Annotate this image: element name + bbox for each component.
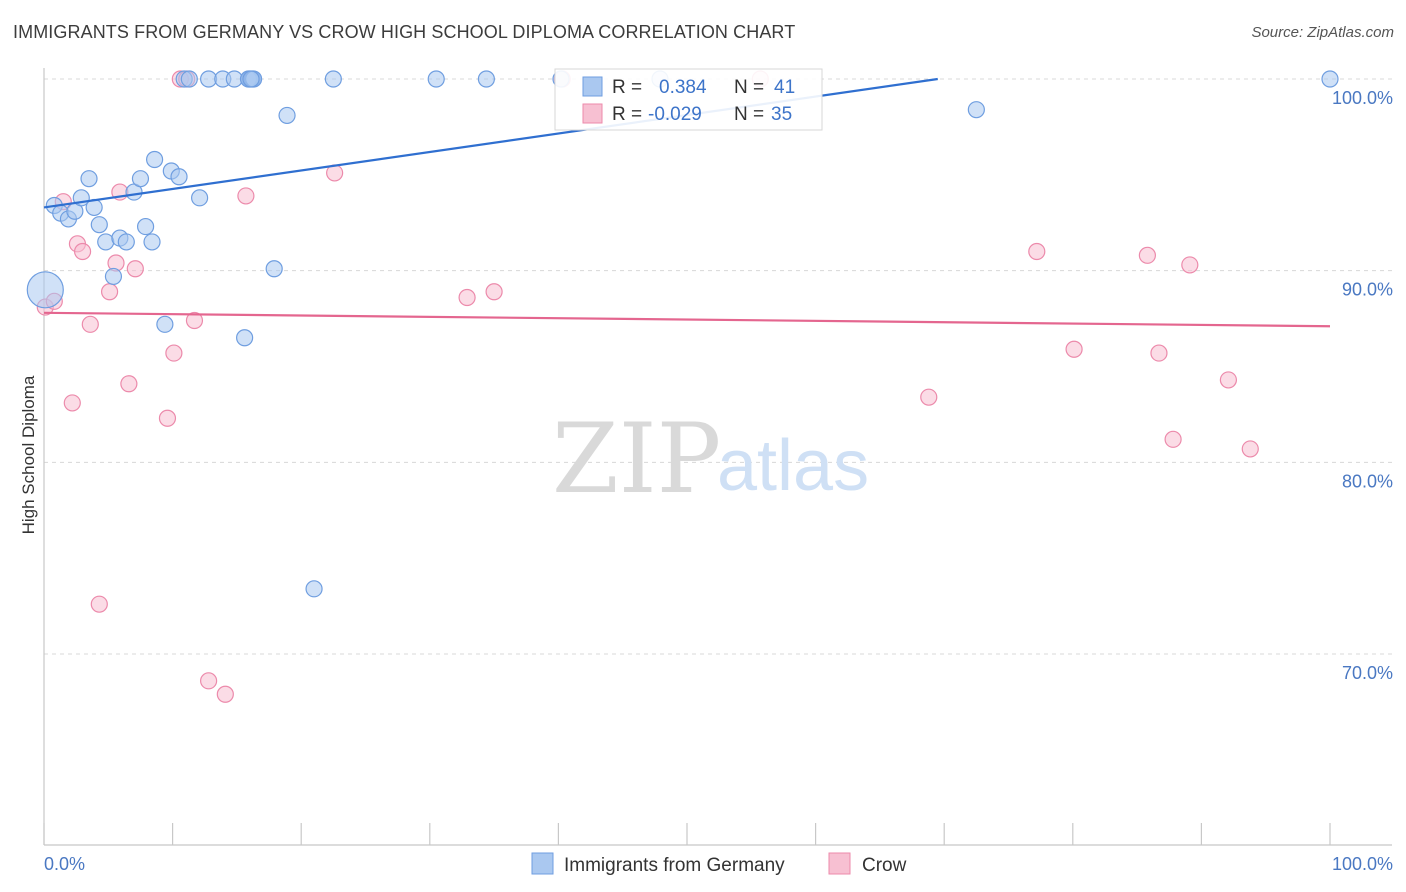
germany-point [191,189,209,207]
germany-point [305,580,323,598]
stats-n-value-blue: 41 [774,77,795,98]
crow-point [458,288,476,307]
y-tick-labels: 100.0% 90.0% 80.0% 70.0% [1332,88,1393,683]
legend-swatch-germany [531,852,554,875]
stats-n-label-pink: N = [734,104,764,125]
crow-point [158,409,177,427]
crow-point [81,315,99,333]
stats-r-value-pink: -0.029 [648,104,702,125]
stats-r-value-blue: 0.384 [659,77,707,98]
crow-point [1164,430,1182,448]
crow-point [1219,371,1238,389]
crow-point [120,375,138,393]
crow-point [1138,246,1156,264]
germany-point [131,170,150,188]
stats-swatch-blue [582,76,603,97]
axes [43,68,1392,846]
stats-r-label-blue: R = [612,77,642,98]
germany-point [265,260,283,278]
crow-point [100,283,119,301]
legend: Immigrants from Germany Crow [531,852,907,876]
germany-point [136,217,155,236]
crow-point [1181,256,1199,274]
legend-swatch-crow [828,852,851,875]
watermark: ZIP atlas [552,403,869,515]
stats-r-label-pink: R = [612,104,642,125]
stats-box: R = 0.384 N = 41 R = -0.029 N = 35 [554,68,823,131]
crow-point [200,672,218,690]
crow-point [1028,242,1046,261]
germany-point [477,70,495,88]
x-tick-label-min: 0.0% [44,854,85,874]
crow-point [63,394,81,412]
germany-point [278,106,296,125]
germany-point [170,168,188,186]
crow-point [216,685,234,703]
crow-point [90,595,108,613]
source-label: Source: ZipAtlas.com [1251,24,1394,41]
crow-point [237,187,255,205]
grid [44,78,1392,655]
stats-n-value-pink: 35 [771,104,792,125]
y-tick-label-100: 100.0% [1332,88,1393,108]
crow-point [920,388,938,406]
crow-point [1241,440,1259,458]
germany-point [242,70,260,88]
germany-point [156,315,174,333]
germany-point [236,329,254,347]
crow-point [165,344,183,362]
germany-point [104,267,123,286]
germany-point [26,271,64,309]
crow-trend-line [43,311,1331,328]
y-tick-label-70: 70.0% [1342,663,1393,683]
crow-points [36,70,1259,703]
y-tick-label-80: 80.0% [1342,471,1393,491]
crow-point [126,260,144,278]
chart-title: IMMIGRANTS FROM GERMANY VS CROW HIGH SCH… [13,22,796,42]
y-tick-label-90: 90.0% [1342,280,1393,300]
germany-point [1321,70,1339,88]
stats-swatch-pink [582,103,603,124]
germany-points [26,70,1339,598]
crow-point [185,311,204,330]
germany-point [180,70,198,88]
germany-point [967,101,985,119]
germany-point [145,150,164,169]
stats-n-label-blue: N = [734,77,764,98]
crow-point [1065,340,1083,358]
germany-point [143,233,161,251]
x-tick-label-max: 100.0% [1332,854,1393,874]
crow-point [485,283,503,301]
germany-point [80,170,98,188]
germany-point [117,233,135,251]
germany-point [90,216,108,234]
legend-label-crow: Crow [862,855,907,876]
y-axis-label: High School Diploma [19,375,38,534]
crow-point [73,242,92,261]
germany-point [97,233,115,251]
watermark-atlas: atlas [717,426,869,506]
crow-point [1150,344,1168,362]
x-tick-marks [43,823,1331,845]
germany-point [324,70,342,88]
germany-point [427,70,445,88]
legend-label-germany: Immigrants from Germany [564,855,785,876]
watermark-zip: ZIP [552,403,721,515]
